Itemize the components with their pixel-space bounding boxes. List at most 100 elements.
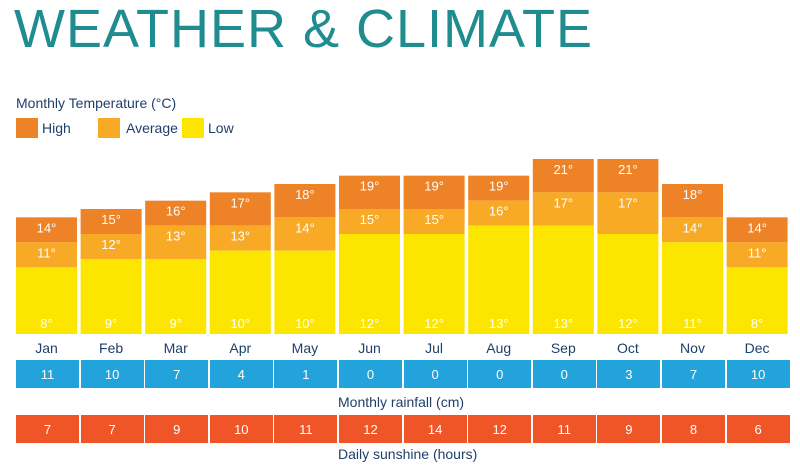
data-label-average: 14° <box>683 220 703 235</box>
data-label-average: 15° <box>424 212 444 227</box>
data-label-high: 21° <box>618 162 638 177</box>
month-label: Nov <box>680 340 705 356</box>
rainfall-cell: 0 <box>532 360 596 388</box>
sunshine-cell: 11 <box>274 415 338 443</box>
data-label-low: 13° <box>489 316 509 331</box>
bar-average <box>80 234 142 259</box>
sunshine-cell: 7 <box>16 415 79 443</box>
data-label-low: 10° <box>295 316 315 331</box>
data-label-high: 21° <box>553 162 573 177</box>
bar-low <box>80 259 142 334</box>
data-label-average: 14° <box>295 220 315 235</box>
data-label-low: 9° <box>169 316 181 331</box>
legend: High Average Low <box>16 118 276 138</box>
data-label-low: 10° <box>230 316 250 331</box>
bar-low <box>403 234 465 334</box>
legend-swatch-high <box>16 118 38 138</box>
bar-average <box>339 209 400 234</box>
bar-average <box>597 192 659 234</box>
data-label-average: 12° <box>101 237 121 252</box>
bar-high <box>532 159 594 193</box>
sunshine-cell: 12 <box>339 415 402 443</box>
data-label-average: 13° <box>230 229 250 244</box>
bar-average <box>403 209 465 234</box>
rainfall-cell: 7 <box>662 360 725 388</box>
data-label-low: 8° <box>751 316 763 331</box>
bar-high <box>16 217 77 243</box>
sunshine-cell: 9 <box>597 415 661 443</box>
data-label-high: 18° <box>295 187 315 202</box>
rainfall-title: Monthly rainfall (cm) <box>338 394 465 410</box>
rainfall-cell: 0 <box>403 360 467 388</box>
bar-low <box>468 225 530 334</box>
legend-label-average: Average <box>126 120 178 136</box>
sunshine-title: Daily sunshine (hours) <box>338 446 478 462</box>
rainfall-cell: 7 <box>145 360 209 388</box>
bar-high <box>403 175 465 209</box>
data-label-average: 17° <box>553 195 573 210</box>
month-label: Jul <box>425 340 443 356</box>
sunshine-cell: 12 <box>468 415 532 443</box>
rainfall-cell: 11 <box>16 360 79 388</box>
data-label-average: 17° <box>618 195 638 210</box>
sunshine-cell: 11 <box>532 415 596 443</box>
bar-average <box>662 217 723 243</box>
data-label-high: 14° <box>747 220 767 235</box>
month-label: Jun <box>358 340 381 356</box>
sunshine-cell: 7 <box>80 415 144 443</box>
sunshine-cell: 10 <box>209 415 273 443</box>
data-label-low: 12° <box>424 316 444 331</box>
data-label-low: 13° <box>553 316 573 331</box>
data-label-high: 15° <box>101 212 121 227</box>
rainfall-cell: 3 <box>597 360 661 388</box>
legend-label-high: High <box>42 120 71 136</box>
bar-low <box>532 225 594 334</box>
data-label-average: 11° <box>37 245 56 260</box>
rainfall-cell: 10 <box>80 360 144 388</box>
bar-average <box>274 217 336 251</box>
bar-low <box>597 234 659 334</box>
data-label-high: 19° <box>360 179 380 194</box>
bar-low <box>662 242 723 334</box>
data-label-average: 13° <box>166 229 186 244</box>
bar-high <box>274 184 336 218</box>
data-label-low: 12° <box>360 316 380 331</box>
data-label-low: 9° <box>105 316 117 331</box>
data-label-low: 11° <box>683 316 702 331</box>
month-label: Feb <box>99 340 123 356</box>
bar-average <box>145 225 207 259</box>
data-label-average: 15° <box>360 212 380 227</box>
bar-high <box>726 217 788 243</box>
data-label-low: 8° <box>40 316 52 331</box>
chart-title: Monthly Temperature (°C) <box>16 95 177 111</box>
rainfall-cell: 0 <box>339 360 402 388</box>
bar-high <box>80 209 142 234</box>
month-label: Oct <box>617 340 639 356</box>
rainfall-cell: 10 <box>726 360 790 388</box>
bar-average <box>726 242 788 268</box>
bar-average <box>209 225 271 251</box>
data-label-high: 18° <box>683 187 703 202</box>
data-label-average: 11° <box>748 245 767 260</box>
month-label: Sep <box>551 340 576 356</box>
month-label: Aug <box>486 340 511 356</box>
sunshine-cell: 8 <box>662 415 725 443</box>
rainfall-cell: 4 <box>209 360 273 388</box>
bar-low <box>339 234 400 334</box>
bar-low <box>209 250 271 334</box>
temperature-chart: 14° 11° 8° Jan 15° 12° 9° Feb 16° 13° 9° Mar 17° 13° 1… <box>16 159 788 356</box>
bar-low <box>145 259 207 334</box>
bar-high <box>468 175 530 201</box>
bar-high <box>662 184 723 218</box>
bar-low <box>16 267 77 334</box>
sunshine-cell: 6 <box>726 415 790 443</box>
bar-high <box>145 200 207 226</box>
data-label-high: 16° <box>166 204 186 219</box>
legend-swatch-low <box>182 118 204 138</box>
legend-label-low: Low <box>208 120 234 136</box>
data-label-high: 17° <box>230 195 250 210</box>
legend-swatch-average <box>98 118 120 138</box>
sunshine-cell: 9 <box>145 415 209 443</box>
month-label: Mar <box>164 340 188 356</box>
data-label-average: 16° <box>489 204 509 219</box>
